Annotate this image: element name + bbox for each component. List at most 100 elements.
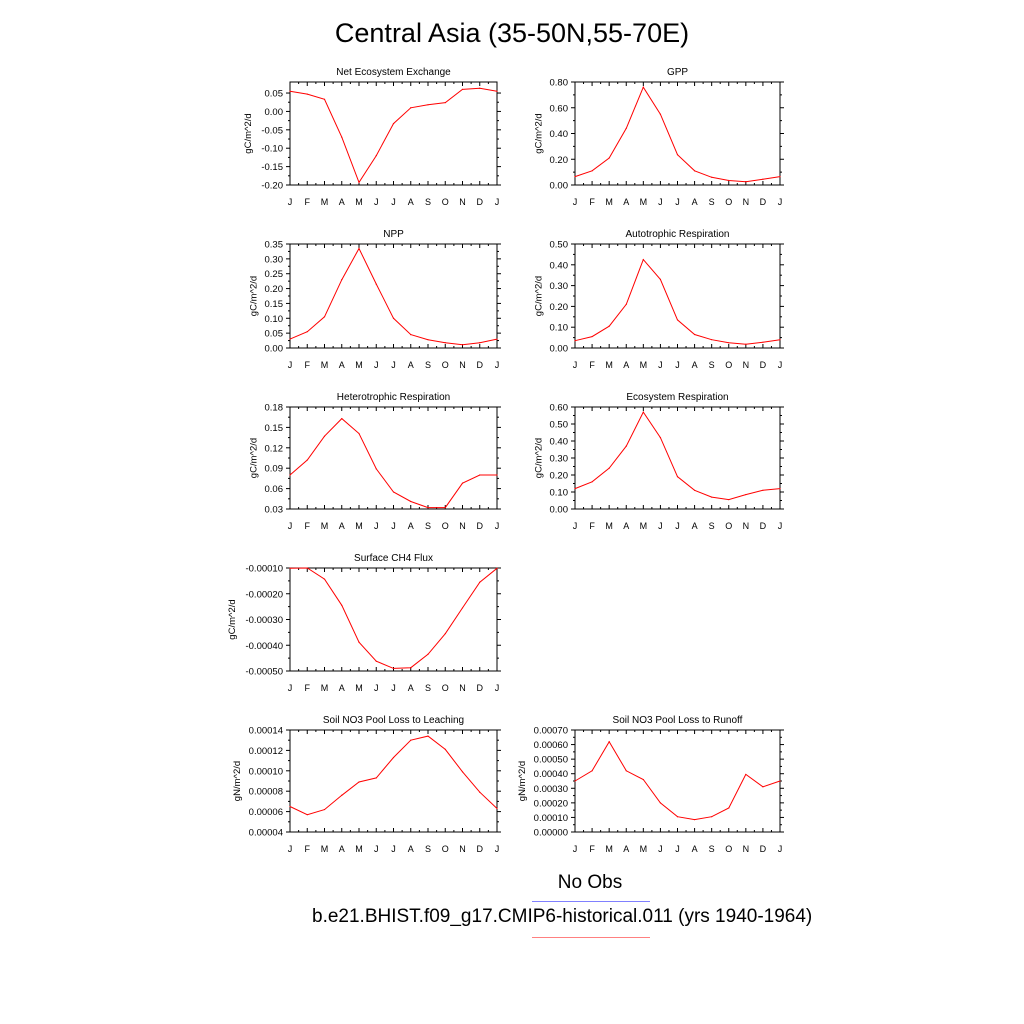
y-tick-label: 0.00040 [534, 769, 568, 780]
plot-frame [289, 729, 498, 833]
y-axis-label: gN/m^2/d [517, 761, 528, 801]
x-tick-label: M [321, 683, 329, 693]
data-point [711, 496, 713, 498]
y-axis-label: gC/m^2/d [243, 113, 254, 153]
data-point [779, 339, 781, 341]
x-tick-label: J [495, 844, 500, 854]
x-tick-label: J [675, 360, 680, 370]
x-tick-label: A [408, 844, 414, 854]
x-tick-label: N [743, 360, 750, 370]
chart-title: Soil NO3 Pool Loss to Leaching [323, 715, 464, 726]
x-tick-label: A [339, 521, 345, 531]
x-tick-label: O [725, 521, 732, 531]
data-point [375, 660, 377, 662]
y-tick-label: 0.00010 [534, 813, 568, 824]
data-point [289, 90, 291, 92]
x-tick-label: J [374, 197, 379, 207]
x-tick-label: F [305, 521, 311, 531]
x-tick-label: M [355, 521, 363, 531]
x-tick-label: J [573, 521, 578, 531]
data-point [375, 283, 377, 285]
chart-title: Autotrophic Respiration [626, 229, 730, 240]
data-point [711, 816, 713, 818]
data-point [323, 98, 326, 100]
y-tick-label: 0.10 [550, 323, 569, 334]
x-tick-label: D [477, 360, 484, 370]
data-point [427, 507, 429, 509]
data-point [306, 331, 308, 333]
y-tick-label: 0.06 [265, 484, 284, 495]
data-point [358, 247, 360, 250]
data-point [642, 411, 644, 413]
chart-title: Heterotrophic Respiration [337, 392, 450, 403]
x-tick-label: J [374, 521, 379, 531]
y-tick-label: 0.18 [265, 403, 284, 414]
x-tick-label: A [692, 360, 698, 370]
series-line [289, 87, 498, 184]
data-point [728, 179, 730, 182]
x-tick-label: D [477, 197, 484, 207]
x-tick-label: S [425, 844, 431, 854]
data-point [479, 791, 481, 793]
data-point [676, 154, 679, 156]
series-line [289, 417, 497, 509]
y-tick-label: -0.00040 [245, 641, 283, 652]
data-point [323, 578, 326, 580]
x-tick-label: N [743, 844, 750, 854]
y-tick-label: -0.00030 [245, 615, 283, 626]
legend-case-line [532, 937, 650, 938]
x-tick-label: O [442, 360, 449, 370]
data-point [410, 739, 412, 741]
x-tick-label: A [339, 683, 345, 693]
x-tick-label: A [623, 197, 629, 207]
x-tick-label: M [355, 360, 363, 370]
y-axis-label: gC/m^2/d [533, 276, 544, 316]
data-point [289, 805, 291, 808]
x-tick-label: N [459, 844, 466, 854]
y-tick-label: 0.00050 [534, 755, 568, 766]
x-tick-label: F [305, 683, 311, 693]
y-tick-label: -0.15 [261, 162, 283, 173]
x-tick-label: N [743, 521, 750, 531]
data-point [728, 807, 730, 809]
y-tick-label: 0.03 [265, 505, 284, 516]
data-point [479, 581, 481, 583]
x-tick-label: M [321, 197, 329, 207]
chart-title: Soil NO3 Pool Loss to Runoff [613, 715, 743, 726]
x-tick-label: N [743, 197, 750, 207]
series-line [289, 567, 498, 669]
data-point [779, 176, 781, 178]
x-tick-label: A [339, 844, 345, 854]
x-tick-label: J [658, 197, 663, 207]
x-tick-label: J [495, 197, 500, 207]
x-tick-label: J [288, 521, 293, 531]
x-tick-label: N [459, 683, 466, 693]
y-tick-label: -0.00020 [245, 589, 283, 600]
data-point [306, 567, 308, 569]
x-tick-label: J [391, 521, 396, 531]
x-tick-label: J [288, 683, 293, 693]
y-axis-label: gN/m^2/d [232, 761, 243, 801]
x-tick-label: F [305, 197, 311, 207]
x-tick-label: A [692, 521, 698, 531]
legend-obs-label: No Obs [557, 872, 623, 893]
x-tick-label: S [425, 197, 431, 207]
data-point [444, 507, 446, 509]
x-tick-label: J [778, 844, 783, 854]
data-point [659, 437, 662, 439]
data-point [496, 474, 498, 476]
data-point [659, 802, 662, 804]
x-tick-label: A [339, 197, 345, 207]
x-tick-label: M [321, 844, 329, 854]
x-tick-label: F [305, 360, 311, 370]
y-tick-label: 0.00 [550, 181, 569, 192]
y-tick-label: 0.00 [550, 505, 569, 516]
x-tick-label: F [589, 521, 595, 531]
data-point [323, 435, 326, 437]
x-tick-label: S [709, 360, 715, 370]
legend-case-label: b.e21.BHIST.f09_g17.CMIP6-historical.011… [312, 906, 813, 927]
data-point [625, 303, 627, 305]
series-line [289, 735, 498, 816]
x-tick-label: O [442, 197, 449, 207]
data-point [693, 489, 696, 491]
